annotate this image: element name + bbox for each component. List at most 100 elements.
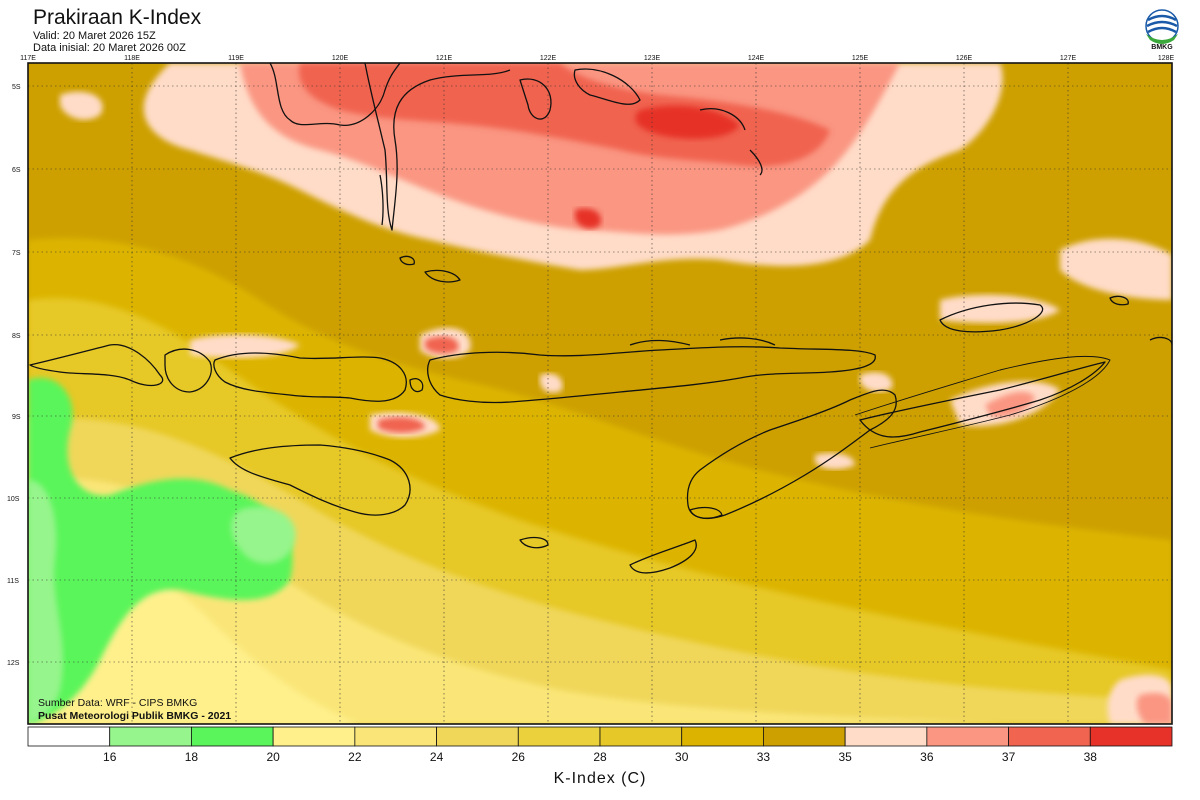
coast-sulawesi xyxy=(269,63,401,126)
lon-label: 120E xyxy=(332,55,349,62)
coast-rote xyxy=(629,539,697,574)
colorbar-boxes xyxy=(27,726,1173,747)
field-pink-nw xyxy=(60,91,103,120)
bmkg-logo-label: BMKG xyxy=(1151,44,1173,51)
lat-label: 12S xyxy=(7,660,20,667)
map-title: Prakiraan K-Index xyxy=(33,6,202,29)
field-pink-timor-west xyxy=(860,372,893,392)
graticule xyxy=(28,63,1172,724)
colorbar-swatch xyxy=(191,726,274,747)
coast-wetar xyxy=(939,302,1044,333)
coast-banggai xyxy=(573,68,641,105)
field-pink-lombok xyxy=(190,334,300,358)
lat-label: 5S xyxy=(12,84,21,91)
lat-label: 10S xyxy=(7,496,20,503)
coast-lombok xyxy=(164,348,212,393)
colorbar-swatch xyxy=(272,726,356,747)
colorbar-tick-label: 37 xyxy=(1002,750,1016,764)
field-red-north xyxy=(299,63,830,167)
colorbar-tick-label: 38 xyxy=(1084,750,1098,764)
lon-label: 122E xyxy=(540,55,557,62)
field-pink-east xyxy=(940,294,1060,323)
field-green-light xyxy=(28,480,63,724)
field-red-flores-1 xyxy=(425,336,459,354)
colorbar-tick-label: 20 xyxy=(266,750,280,764)
colorbar-title: K-Index (C) xyxy=(553,770,647,787)
coast-bali-lombok xyxy=(29,344,164,387)
colorbar-swatch xyxy=(27,726,111,747)
colorbar-ticks: 16 18 20 22 24 26 28 30 33 35 36 37 38 xyxy=(103,750,1097,764)
coast-komodo xyxy=(409,378,424,393)
colorbar-swatch xyxy=(926,726,1009,747)
coast-bonerate-2 xyxy=(399,255,415,266)
colorbar-tick-label: 26 xyxy=(512,750,526,764)
field-salmon-se xyxy=(1136,693,1172,724)
field-red-sumbawa xyxy=(378,417,425,433)
field-red-core xyxy=(635,105,740,139)
colorbar-tick-label: 30 xyxy=(675,750,689,764)
lat-label: 11S xyxy=(7,578,19,585)
colorbar-swatch xyxy=(681,726,764,747)
colorbar-tick-label: 36 xyxy=(920,750,934,764)
valid-time: Valid: 20 Maret 2026 15Z xyxy=(33,30,156,42)
lat-label: 6S xyxy=(12,167,21,174)
lat-label: 9S xyxy=(12,414,21,421)
coast-timor-east xyxy=(859,361,1106,438)
colorbar-swatch xyxy=(1089,726,1173,747)
coast-sumbawa xyxy=(213,352,407,402)
coast-sulawesi-se xyxy=(364,63,511,231)
field-pink-flores-2 xyxy=(540,373,563,393)
colorbar-swatch xyxy=(109,726,192,747)
lon-label: 128E xyxy=(1158,55,1175,62)
colorbar-swatch xyxy=(763,726,846,747)
data-source: Sumber Data: WRF - CIPS BMKG xyxy=(38,697,198,709)
coast-tukangbesi xyxy=(699,108,763,176)
lon-label: 121E xyxy=(436,55,453,62)
field-pink-timor-south xyxy=(815,453,855,470)
admin-border xyxy=(854,355,1111,449)
lon-label: 123E xyxy=(644,55,661,62)
colorbar-tick-label: 24 xyxy=(430,750,444,764)
lon-axis-labels: 117E 118E 119E 120E 121E 122E 123E 124E … xyxy=(20,55,1174,62)
lon-label: 117E xyxy=(20,55,36,62)
colorbar-tick-label: 28 xyxy=(593,750,607,764)
coast-flores xyxy=(427,346,876,404)
initial-data-time: Data inisial: 20 Maret 2026 00Z xyxy=(33,42,186,54)
field-green-west xyxy=(28,378,293,724)
lon-label: 125E xyxy=(852,55,869,62)
field-salmon-timor xyxy=(985,391,1035,417)
colorbar-tick-label: 22 xyxy=(348,750,362,764)
lon-label: 126E xyxy=(956,55,973,62)
lat-label: 7S xyxy=(12,250,21,257)
coast-alor xyxy=(629,337,776,346)
colorbar-swatch xyxy=(844,726,928,747)
lon-label: 119E xyxy=(228,55,244,62)
colorbar-swatch xyxy=(1008,726,1091,747)
lat-label: 8S xyxy=(12,333,21,340)
coast-babar xyxy=(1109,295,1129,306)
colorbar-swatch xyxy=(436,726,519,747)
lon-label: 124E xyxy=(748,55,765,62)
field-yellow-pale xyxy=(28,478,1000,724)
field-green-light-2 xyxy=(230,506,296,564)
colorbar-swatch xyxy=(599,726,683,747)
lon-label: 127E xyxy=(1060,55,1077,62)
colorbar-tick-label: 35 xyxy=(838,750,852,764)
colorbar-tick-label: 16 xyxy=(103,750,117,764)
coast-sumba xyxy=(229,444,411,516)
coastlines xyxy=(29,63,1172,574)
coast-selayar xyxy=(379,174,384,226)
map-frame xyxy=(27,62,1173,725)
coast-bonerate-1 xyxy=(424,269,461,283)
colorbar-swatch xyxy=(354,726,437,747)
credit-line: Pusat Meteorologi Publik BMKG - 2021 xyxy=(38,710,232,722)
k-index-field xyxy=(28,63,1172,724)
bmkg-logo-icon xyxy=(1145,9,1179,44)
lon-label: 118E xyxy=(124,55,140,62)
field-red-spot xyxy=(575,208,601,229)
colorbar-swatch xyxy=(517,726,601,747)
colorbar-tick-label: 33 xyxy=(757,750,771,764)
colorbar-tick-label: 18 xyxy=(185,750,199,764)
